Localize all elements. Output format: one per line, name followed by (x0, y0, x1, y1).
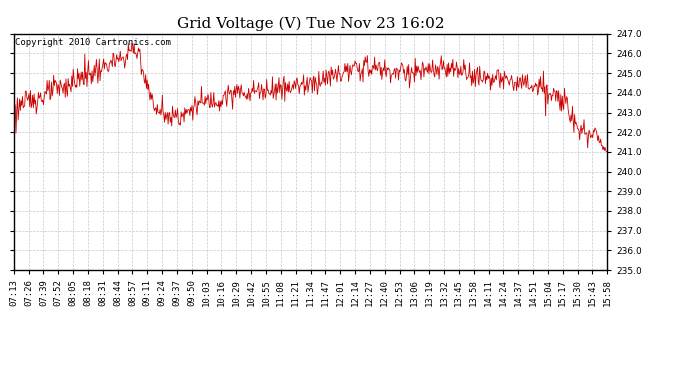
Text: Copyright 2010 Cartronics.com: Copyright 2010 Cartronics.com (15, 39, 171, 48)
Title: Grid Voltage (V) Tue Nov 23 16:02: Grid Voltage (V) Tue Nov 23 16:02 (177, 17, 444, 31)
